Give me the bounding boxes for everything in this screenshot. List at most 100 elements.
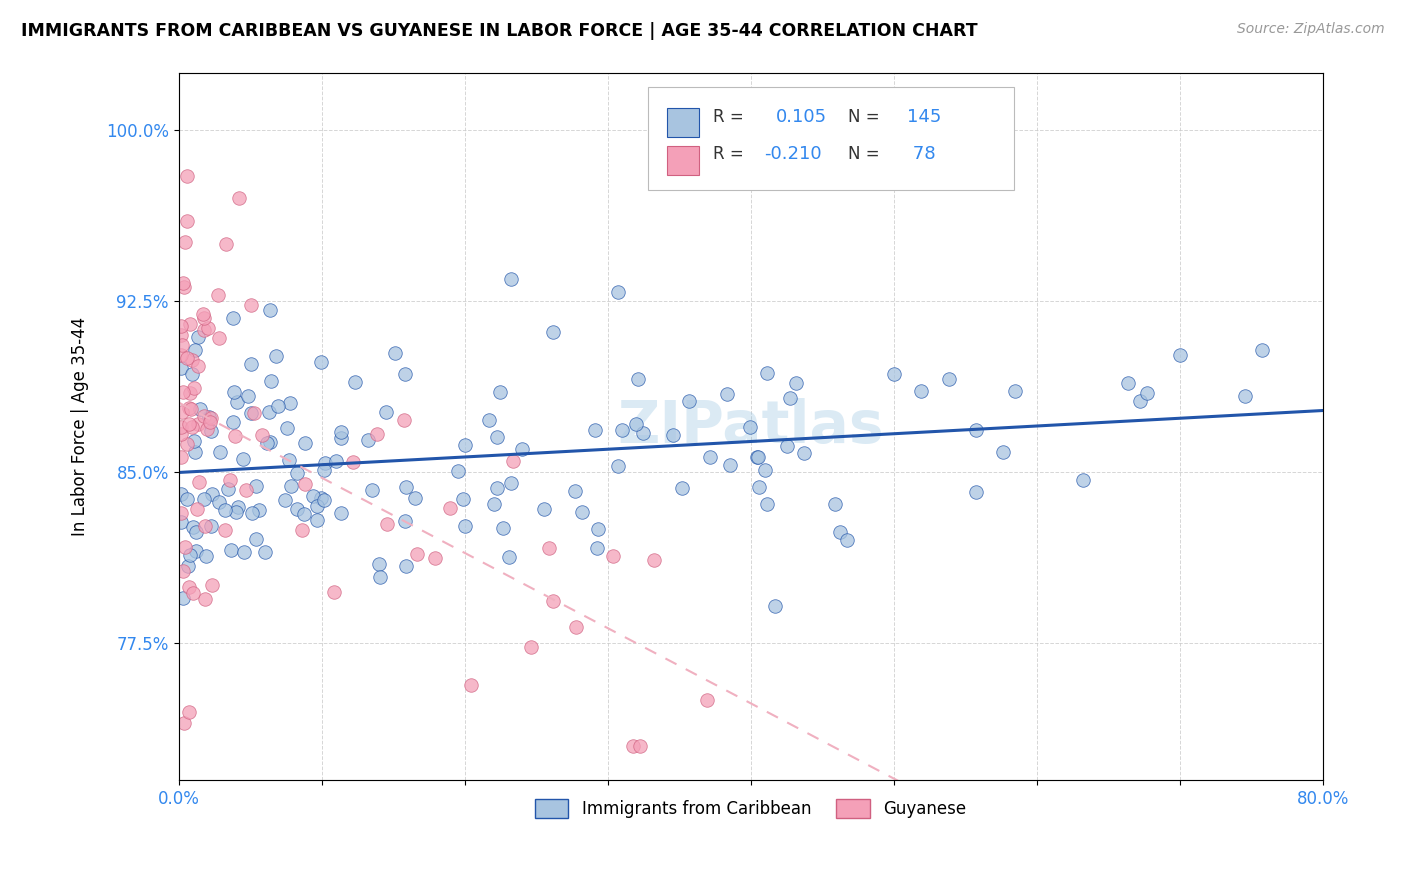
Point <box>375 405 398 419</box>
Point <box>325 453 347 467</box>
Point <box>207 331 229 345</box>
Point <box>564 484 586 499</box>
Point <box>253 544 276 558</box>
Point <box>628 739 651 753</box>
Point <box>763 599 786 613</box>
Point <box>486 481 509 495</box>
Point <box>510 442 533 456</box>
Point <box>180 367 202 381</box>
Point <box>404 491 426 506</box>
Point <box>179 386 201 401</box>
Point <box>200 518 222 533</box>
Point <box>793 446 815 460</box>
Point <box>910 384 932 398</box>
Point <box>177 417 200 432</box>
Point <box>232 545 254 559</box>
Point <box>177 705 200 719</box>
Point <box>172 591 194 606</box>
Point <box>621 739 644 753</box>
Point <box>225 395 247 409</box>
Text: 145: 145 <box>907 108 942 126</box>
Point <box>176 169 198 183</box>
Point <box>460 678 482 692</box>
Point <box>200 424 222 438</box>
Text: N =: N = <box>848 145 884 163</box>
Point <box>588 522 610 536</box>
Point <box>541 594 564 608</box>
Point <box>631 425 654 440</box>
Point <box>173 540 195 554</box>
Point <box>305 499 328 513</box>
Point <box>200 411 222 425</box>
Point <box>170 427 193 442</box>
Point <box>184 543 207 558</box>
Point <box>312 492 335 507</box>
Point <box>492 521 515 535</box>
Point <box>520 640 543 655</box>
Point <box>170 420 193 434</box>
Point <box>179 317 201 331</box>
Point <box>259 374 281 388</box>
Point <box>232 451 254 466</box>
Point <box>201 578 224 592</box>
Point <box>405 547 427 561</box>
Point <box>170 487 193 501</box>
Point <box>250 428 273 442</box>
Point <box>606 458 628 473</box>
Point <box>1136 385 1159 400</box>
Point <box>643 553 665 567</box>
Point <box>186 417 208 431</box>
Point <box>292 507 315 521</box>
Point <box>486 430 509 444</box>
Point <box>394 367 416 381</box>
Point <box>180 401 202 416</box>
Point <box>194 519 217 533</box>
Point <box>1116 376 1139 391</box>
Point <box>662 427 685 442</box>
Point <box>991 445 1014 459</box>
Point <box>173 235 195 249</box>
Point <box>394 514 416 528</box>
Point <box>170 327 193 342</box>
Point <box>170 515 193 529</box>
Point <box>193 491 215 506</box>
Point <box>478 413 501 427</box>
Point <box>716 387 738 401</box>
Point <box>197 320 219 334</box>
Point <box>395 559 418 574</box>
Point <box>586 541 609 556</box>
Point <box>748 480 770 494</box>
Point <box>181 353 204 368</box>
Point <box>183 434 205 448</box>
FancyBboxPatch shape <box>648 87 1014 190</box>
Point <box>181 419 204 434</box>
Point <box>264 350 287 364</box>
Point <box>965 423 987 437</box>
Point <box>305 514 328 528</box>
Point <box>172 337 194 351</box>
Point <box>291 523 314 537</box>
Point <box>187 359 209 373</box>
Point <box>172 276 194 290</box>
Point <box>170 360 193 375</box>
Point <box>330 425 353 439</box>
Point <box>454 438 477 452</box>
Point <box>222 311 245 326</box>
Point <box>294 476 316 491</box>
Point <box>754 463 776 477</box>
Point <box>214 523 236 537</box>
Point <box>883 367 905 381</box>
Point <box>384 346 406 360</box>
Point <box>718 458 741 472</box>
Point <box>193 409 215 423</box>
Point <box>247 503 270 517</box>
Point <box>207 287 229 301</box>
Point <box>678 393 700 408</box>
Point <box>195 549 218 564</box>
Point <box>571 505 593 519</box>
Point <box>193 311 215 326</box>
Point <box>219 473 242 487</box>
Point <box>745 450 768 464</box>
Point <box>451 491 474 506</box>
Point <box>170 450 193 464</box>
